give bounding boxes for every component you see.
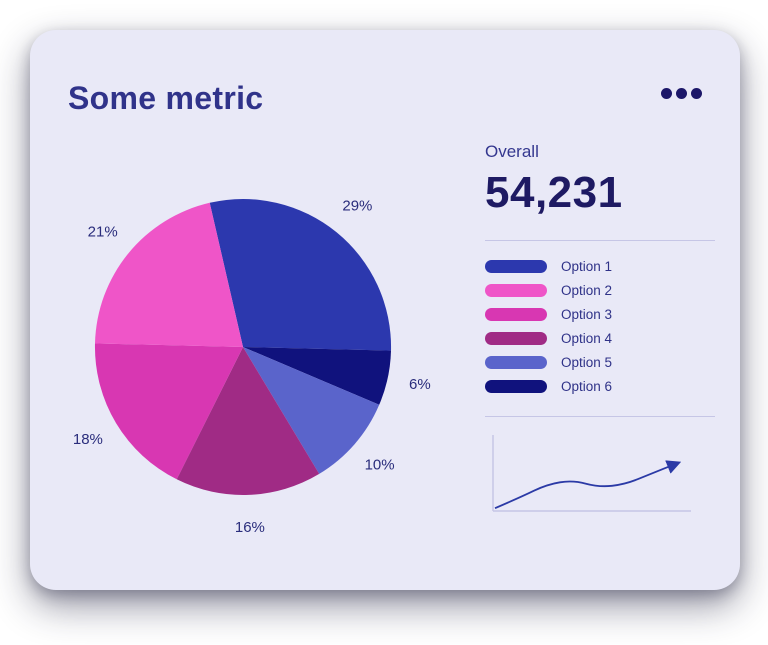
- pie-percent-label: 21%: [88, 224, 118, 241]
- ellipsis-icon: [661, 88, 672, 99]
- pie-percent-label: 10%: [365, 457, 395, 474]
- legend-label: Option 3: [561, 307, 613, 322]
- legend-item: Option 5: [485, 355, 715, 370]
- pie-percent-label: 18%: [73, 431, 103, 448]
- overall-value: 54,231: [485, 168, 623, 217]
- pie-percent-label: 16%: [235, 519, 265, 536]
- legend: Option 1 Option 2 Option 3 Option 4 Opti…: [485, 259, 715, 394]
- legend-item: Option 1: [485, 259, 715, 274]
- ellipsis-menu-button[interactable]: [657, 84, 706, 103]
- pie-slice-option-3: [94, 343, 243, 480]
- pie-slice-option-5: [243, 347, 380, 474]
- overall-label: Overall: [485, 142, 539, 161]
- legend-label: Option 1: [561, 259, 613, 274]
- legend-label: Option 6: [561, 379, 613, 394]
- pie-slice-option-6: [243, 347, 391, 405]
- pie-slice-option-1: [209, 198, 392, 351]
- legend-item: Option 6: [485, 379, 715, 394]
- ellipsis-icon: [691, 88, 702, 99]
- legend-label: Option 2: [561, 283, 613, 298]
- ellipsis-icon: [676, 88, 687, 99]
- summary-panel: Overall 54,231 Option 1 Option 2 Option …: [485, 142, 715, 519]
- pie-slice-option-2: [95, 202, 243, 347]
- legend-label: Option 4: [561, 331, 613, 346]
- legend-swatch: [485, 380, 547, 393]
- legend-swatch: [485, 308, 547, 321]
- legend-swatch: [485, 284, 547, 297]
- page-title: Some metric: [68, 80, 264, 116]
- sparkline-path: [494, 460, 682, 510]
- pie-slice-option-4: [176, 347, 320, 496]
- divider: [485, 416, 715, 417]
- legend-item: Option 2: [485, 283, 715, 298]
- legend-swatch: [485, 332, 547, 345]
- pie-chart: 29% 6% 10% 16% 18% 21%: [73, 198, 431, 536]
- legend-label: Option 5: [561, 355, 613, 370]
- pie-percent-label: 29%: [342, 198, 372, 215]
- legend-swatch: [485, 356, 547, 369]
- legend-swatch: [485, 260, 547, 273]
- trend-sparkline-chart: [492, 435, 691, 512]
- divider: [485, 240, 715, 241]
- legend-item: Option 4: [485, 331, 715, 346]
- metric-card: Some metric 29% 6% 10% 16% 18% 21% Overall 54…: [30, 30, 740, 590]
- pie-percent-label: 6%: [409, 376, 431, 393]
- legend-item: Option 3: [485, 307, 715, 322]
